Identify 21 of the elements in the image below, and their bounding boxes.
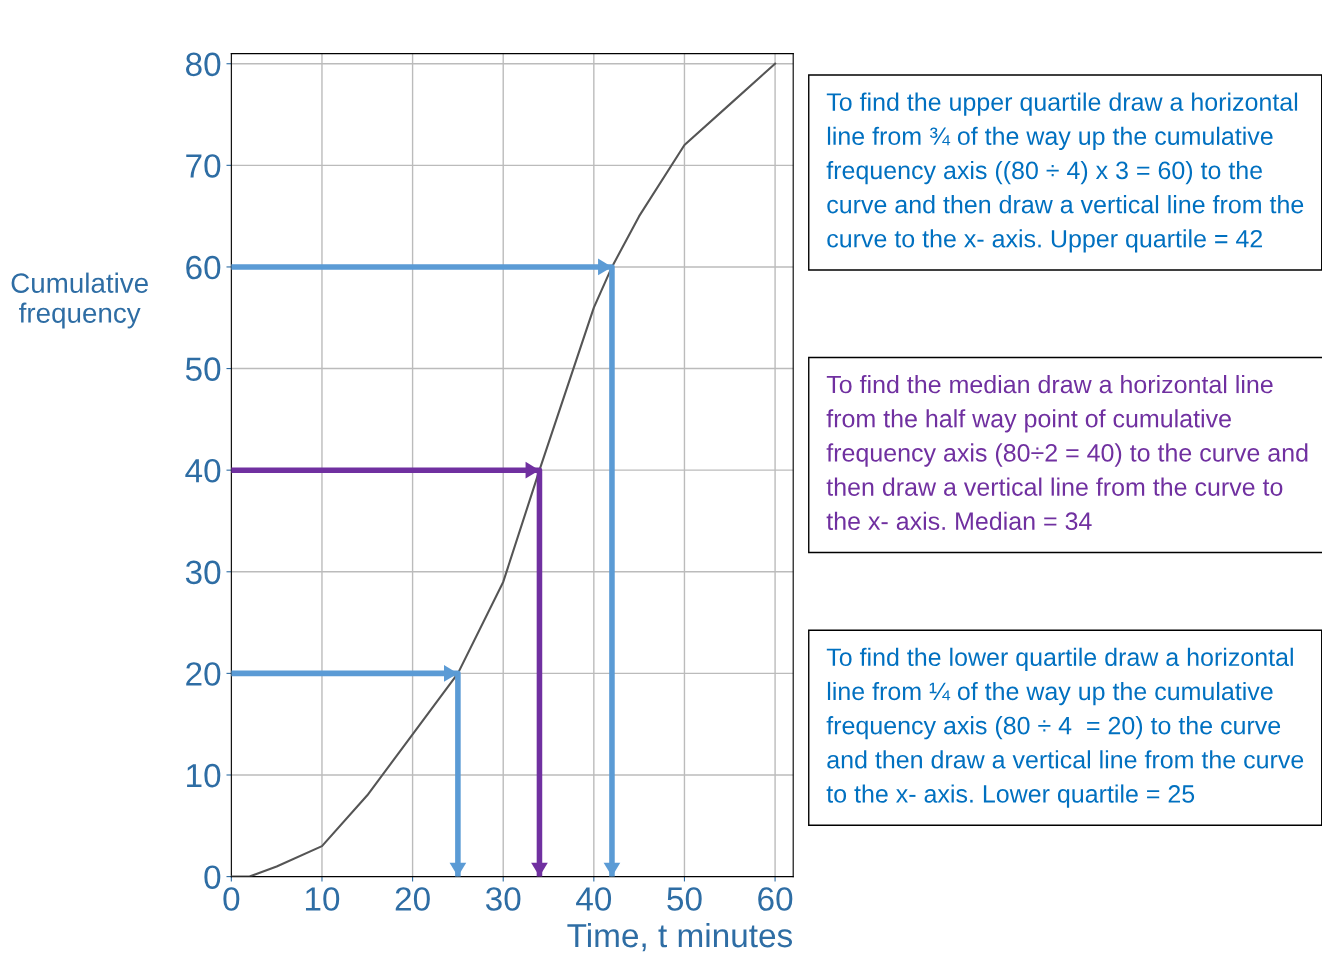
text: To find the upper quartile draw a horizontal line from ¾ of the way up the cumulative frequency axis ((80 ÷ 4) x 3 = 60) to the curve and then draw a vertical line from the curve to the x- axis. Upper quartile = 42: [826, 92, 1304, 253]
y-tick-label: 30: [185, 560, 221, 585]
x-tick-label: 60: [758, 887, 793, 911]
x-tick-label: 50: [667, 887, 702, 911]
y-tick-label: 20: [186, 662, 221, 686]
y-tick-label: 80: [186, 52, 221, 77]
x-axis-title: Time, t minutes: [567, 922, 793, 952]
x-tick-label: 20: [395, 887, 430, 911]
y-tick-label: 70: [186, 154, 221, 178]
y-axis-title: Cumulative frequency: [11, 272, 148, 329]
y-tick-label: 10: [187, 763, 221, 788]
text: To find the median draw a horizontal line from the half way point of cumulative frequency axis (80÷2 = 40) to the curve and then draw a vertical line from the curve to the x- axis. Median = 34: [826, 374, 1308, 531]
x-tick-label: 30: [485, 887, 521, 911]
y-tick-label: 40: [185, 458, 221, 483]
y-tick-label: 0: [204, 865, 221, 890]
x-tick-label: 10: [305, 887, 340, 911]
text: To find the lower quartile draw a horizontal line from ¼ of the way up the cumulative frequency axis (80 ÷ 4 = 20) to the curve and then draw a vertical line from the curve to the x- axis. Lower quartile = 25: [826, 647, 1304, 808]
x-tick-label: 40: [576, 887, 612, 911]
y-tick-label: 60: [186, 255, 221, 280]
y-tick-label: 50: [185, 357, 221, 381]
x-tick-label: 0: [223, 887, 240, 911]
